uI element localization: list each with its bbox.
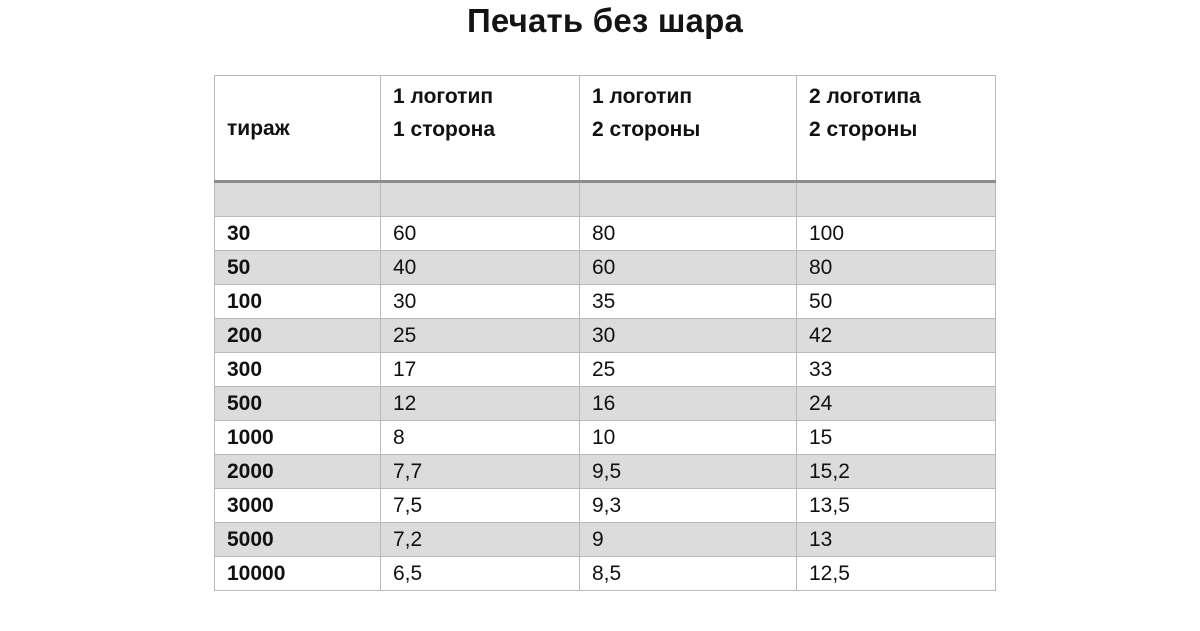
- spacer-cell: [579, 181, 797, 217]
- price-2-logos-2-sides-cell: 15,2: [796, 454, 996, 489]
- header-tirazh: тираж: [214, 75, 381, 183]
- price-2-logos-2-sides-cell: 24: [796, 386, 996, 421]
- price-1-logo-1-side-cell: 6,5: [380, 556, 580, 591]
- tirazh-cell: 50: [214, 250, 381, 285]
- table-row: 500 12 16 24: [214, 386, 996, 421]
- price-2-logos-2-sides-cell: 50: [796, 284, 996, 319]
- table-row: 3000 7,5 9,3 13,5: [214, 488, 996, 523]
- tirazh-cell: 5000: [214, 522, 381, 557]
- price-2-logos-2-sides-cell: 33: [796, 352, 996, 387]
- table-row: 5000 7,2 9 13: [214, 522, 996, 557]
- tirazh-cell: 500: [214, 386, 381, 421]
- price-1-logo-1-side-cell: 7,7: [380, 454, 580, 489]
- tirazh-cell: 3000: [214, 488, 381, 523]
- header-label-line1: 1 логотип: [393, 85, 494, 108]
- tirazh-cell: 30: [214, 216, 381, 251]
- price-1-logo-2-sides-cell: 25: [579, 352, 797, 387]
- spacer-cell: [796, 181, 996, 217]
- price-1-logo-2-sides-cell: 9: [579, 522, 797, 557]
- price-table: тираж 1 логотип 1 сторона 1 логотип 2 ст…: [214, 75, 996, 591]
- table-row: 2000 7,7 9,5 15,2: [214, 454, 996, 489]
- table-header-row: тираж 1 логотип 1 сторона 1 логотип 2 ст…: [214, 75, 996, 183]
- header-2-logos-2-sides: 2 логотипа 2 стороны: [796, 75, 996, 183]
- header-1-logo-2-sides: 1 логотип 2 стороны: [579, 75, 797, 183]
- price-2-logos-2-sides-cell: 12,5: [796, 556, 996, 591]
- table-row: 200 25 30 42: [214, 318, 996, 353]
- price-2-logos-2-sides-cell: 42: [796, 318, 996, 353]
- spacer-cell: [380, 181, 580, 217]
- header-label: тираж: [227, 116, 290, 140]
- page-title: Печать без шара: [466, 2, 744, 39]
- table-row: 1000 8 10 15: [214, 420, 996, 455]
- spacer-cell: [214, 181, 381, 217]
- price-1-logo-2-sides-cell: 9,5: [579, 454, 797, 489]
- header-label-line1: 2 логотипа: [809, 85, 921, 108]
- price-1-logo-1-side-cell: 40: [380, 250, 580, 285]
- tirazh-cell: 10000: [214, 556, 381, 591]
- price-1-logo-2-sides-cell: 9,3: [579, 488, 797, 523]
- table-row: 10000 6,5 8,5 12,5: [214, 556, 996, 591]
- header-label-line2: 2 стороны: [809, 118, 918, 141]
- price-1-logo-1-side-cell: 8: [380, 420, 580, 455]
- tirazh-cell: 300: [214, 352, 381, 387]
- price-1-logo-1-side-cell: 17: [380, 352, 580, 387]
- price-1-logo-2-sides-cell: 8,5: [579, 556, 797, 591]
- price-2-logos-2-sides-cell: 15: [796, 420, 996, 455]
- table-row: 30 60 80 100: [214, 216, 996, 251]
- tirazh-cell: 1000: [214, 420, 381, 455]
- price-1-logo-2-sides-cell: 10: [579, 420, 797, 455]
- price-1-logo-1-side-cell: 7,5: [380, 488, 580, 523]
- price-2-logos-2-sides-cell: 100: [796, 216, 996, 251]
- price-1-logo-1-side-cell: 30: [380, 284, 580, 319]
- table-row: 300 17 25 33: [214, 352, 996, 387]
- table-spacer-row: [214, 181, 996, 217]
- header-label-line2: 2 стороны: [592, 118, 701, 141]
- price-1-logo-1-side-cell: 60: [380, 216, 580, 251]
- price-2-logos-2-sides-cell: 80: [796, 250, 996, 285]
- header-label-line1: 1 логотип: [592, 85, 693, 108]
- table-row: 50 40 60 80: [214, 250, 996, 285]
- header-label-line2: 1 сторона: [393, 118, 496, 141]
- price-2-logos-2-sides-cell: 13,5: [796, 488, 996, 523]
- price-1-logo-1-side-cell: 7,2: [380, 522, 580, 557]
- tirazh-cell: 2000: [214, 454, 381, 489]
- price-1-logo-2-sides-cell: 35: [579, 284, 797, 319]
- price-1-logo-1-side-cell: 25: [380, 318, 580, 353]
- price-1-logo-1-side-cell: 12: [380, 386, 580, 421]
- price-1-logo-2-sides-cell: 30: [579, 318, 797, 353]
- price-1-logo-2-sides-cell: 80: [579, 216, 797, 251]
- header-1-logo-1-side: 1 логотип 1 сторона: [380, 75, 580, 183]
- price-1-logo-2-sides-cell: 16: [579, 386, 797, 421]
- price-2-logos-2-sides-cell: 13: [796, 522, 996, 557]
- tirazh-cell: 100: [214, 284, 381, 319]
- tirazh-cell: 200: [214, 318, 381, 353]
- table-row: 100 30 35 50: [214, 284, 996, 319]
- price-1-logo-2-sides-cell: 60: [579, 250, 797, 285]
